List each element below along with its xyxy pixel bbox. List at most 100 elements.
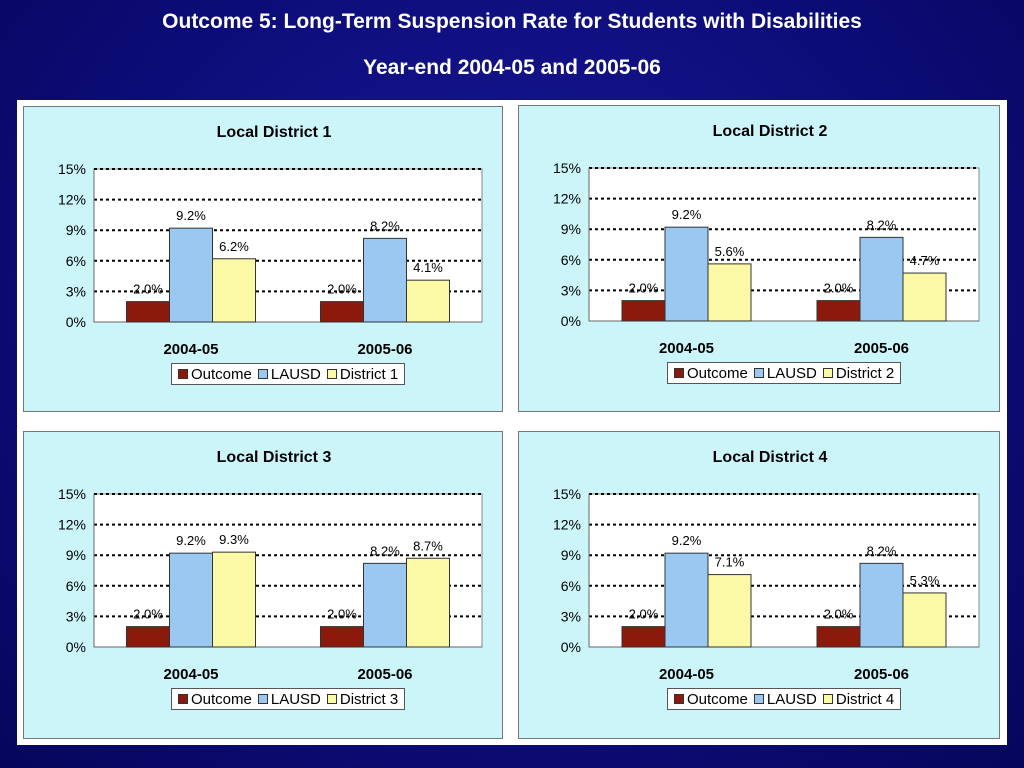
legend-item: District 1 — [326, 365, 399, 383]
y-tick-label: 9% — [561, 547, 581, 563]
data-label: 7.1% — [715, 555, 745, 570]
data-label: 9.2% — [672, 533, 702, 548]
legend-swatch — [674, 368, 684, 378]
legend-label: District 3 — [339, 690, 399, 708]
chart-svg: Local District 4 0% 3% 6% 9% 12% 15% 2.0% 9.2% 7.… — [553, 449, 980, 683]
legend-label: Outcome — [687, 690, 748, 708]
legend-item: District 4 — [822, 691, 894, 708]
data-label: 8.2% — [867, 217, 897, 232]
bar-district-4-2005-06 — [902, 592, 947, 648]
chart-panel-1: Local District 1 0% 3% 6% 9% 12% 15% 2.0% 9.2% 6.… — [23, 106, 503, 412]
y-tick-label: 3% — [66, 608, 86, 624]
y-tick-label: 9% — [66, 547, 86, 563]
chart-legend: Outcome LAUSD District 1 — [171, 363, 406, 385]
x-tick-label: 2005-06 — [357, 341, 412, 358]
data-label: 9.2% — [176, 208, 206, 223]
legend-item: Outcome — [674, 365, 748, 382]
chart-title: Local District 3 — [217, 449, 332, 466]
legend-label: District 1 — [339, 365, 399, 383]
data-label: 5.3% — [910, 573, 940, 588]
data-label: 2.0% — [327, 607, 357, 622]
slide-title: Outcome 5: Long-Term Suspension Rate for… — [162, 10, 862, 33]
y-tick-label: 15% — [553, 160, 581, 176]
data-label: 8.2% — [867, 543, 897, 558]
legend-item: LAUSD — [753, 690, 817, 708]
legend-label: LAUSD — [766, 690, 817, 708]
y-tick-label: 0% — [66, 639, 86, 655]
y-tick-label: 12% — [553, 517, 581, 533]
bar-lausd-2004-05 — [169, 552, 213, 648]
legend-item: Outcome — [674, 691, 748, 708]
x-tick-label: 2004-05 — [659, 340, 714, 357]
chart-legend: Outcome LAUSD District 2 — [667, 362, 902, 384]
bar-district-3-2004-05 — [212, 551, 256, 648]
data-label: 5.6% — [715, 244, 745, 259]
bar-district-2-2005-06 — [902, 272, 947, 322]
data-label: 2.0% — [824, 607, 854, 622]
data-label: 2.0% — [629, 281, 659, 296]
legend-item: LAUSD — [257, 690, 321, 708]
legend-swatch — [822, 694, 833, 704]
chart-svg: Local District 3 0% 3% 6% 9% 12% 15% 2.0% 9.2% 9.… — [58, 449, 483, 683]
bar-lausd-2005-06 — [859, 562, 904, 648]
legend-label: LAUSD — [766, 364, 817, 382]
legend-item: LAUSD — [257, 366, 321, 383]
data-label: 9.3% — [219, 532, 249, 547]
legend-item: LAUSD — [753, 364, 817, 382]
y-tick-label: 12% — [58, 192, 86, 208]
bar-district-1-2004-05 — [212, 258, 256, 323]
data-label: 2.0% — [824, 281, 854, 296]
legend-label: Outcome — [191, 690, 252, 708]
legend-swatch — [753, 694, 764, 704]
legend-swatch — [326, 369, 337, 379]
legend-label: Outcome — [687, 364, 748, 382]
data-label: 9.2% — [672, 207, 702, 222]
data-label: 9.2% — [176, 533, 206, 548]
y-tick-label: 3% — [66, 283, 86, 299]
chart-panel-4: Local District 4 0% 3% 6% 9% 12% 15% 2.0% 9.2% 7.… — [518, 431, 1000, 739]
bar-district-2-2004-05 — [707, 263, 752, 322]
y-tick-label: 6% — [66, 253, 86, 269]
y-tick-label: 6% — [561, 252, 581, 268]
y-tick-label: 0% — [66, 314, 86, 330]
chart-legend: Outcome LAUSD District 4 — [667, 688, 902, 710]
chart-panel-2: Local District 2 0% 3% 6% 9% 12% 15% 2.0% 9.2% 5.… — [518, 105, 1000, 412]
bar-lausd-2004-05 — [664, 552, 709, 648]
charts-board: Local District 1 0% 3% 6% 9% 12% 15% 2.0% 9.2% 6.… — [17, 100, 1007, 745]
legend-swatch — [326, 694, 337, 704]
data-label: 2.0% — [133, 607, 163, 622]
bar-outcome-2004-05 — [126, 626, 170, 648]
y-tick-label: 0% — [561, 639, 581, 655]
bar-lausd-2005-06 — [363, 562, 407, 648]
legend-label: LAUSD — [270, 690, 321, 708]
bar-lausd-2005-06 — [363, 237, 407, 323]
x-tick-label: 2004-05 — [163, 666, 218, 683]
legend-item: District 3 — [326, 690, 399, 708]
legend-swatch — [822, 368, 833, 378]
legend-label: District 2 — [835, 364, 895, 382]
data-label: 8.2% — [370, 218, 400, 233]
y-tick-label: 3% — [561, 282, 581, 298]
x-tick-label: 2005-06 — [854, 340, 909, 357]
bar-district-3-2005-06 — [406, 557, 450, 648]
chart-title: Local District 1 — [217, 124, 332, 141]
slide-subtitle: Year-end 2004-05 and 2005-06 — [363, 56, 661, 79]
bar-district-4-2004-05 — [707, 574, 752, 648]
legend-item: Outcome — [178, 366, 252, 383]
chart-legend: Outcome LAUSD District 3 — [171, 688, 406, 710]
y-tick-label: 15% — [553, 486, 581, 502]
legend-label: Outcome — [191, 365, 252, 383]
y-tick-label: 6% — [561, 578, 581, 594]
bar-outcome-2004-05 — [621, 300, 666, 322]
legend-swatch — [753, 368, 764, 378]
bar-lausd-2005-06 — [859, 236, 904, 322]
x-tick-label: 2004-05 — [163, 341, 218, 358]
data-label: 6.2% — [219, 239, 249, 254]
bar-outcome-2005-06 — [816, 626, 861, 648]
legend-swatch — [674, 694, 684, 704]
y-tick-label: 6% — [66, 578, 86, 594]
bar-outcome-2004-05 — [126, 301, 170, 323]
legend-swatch — [178, 369, 188, 379]
data-label: 4.7% — [910, 253, 940, 268]
bar-lausd-2004-05 — [664, 226, 709, 322]
